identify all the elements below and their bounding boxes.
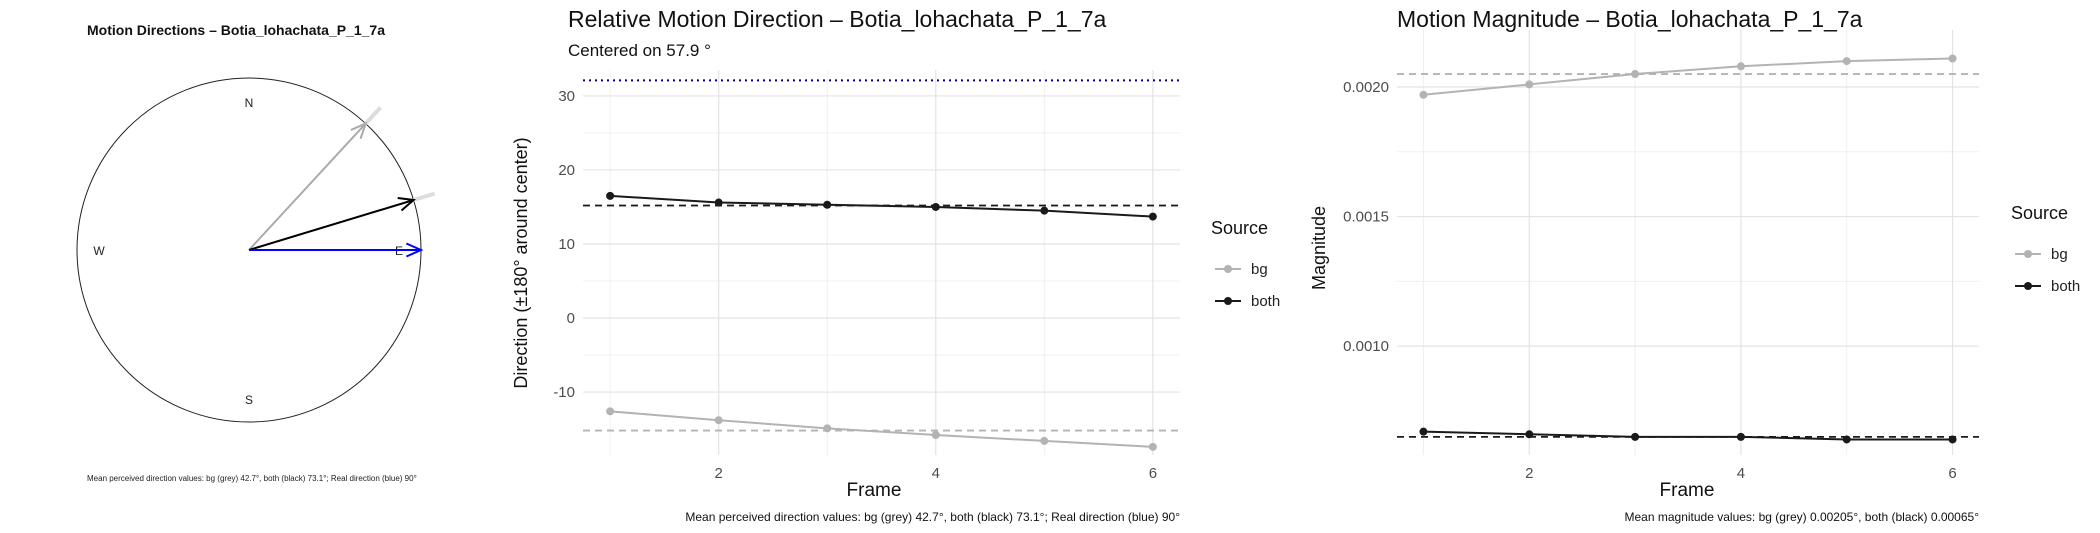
magnitude-panel: Motion Magnitude – Botia_lohachata_P_1_7… — [1309, 6, 2080, 524]
data-point-both — [1525, 430, 1534, 439]
legend-label-bg: bg — [2051, 246, 2068, 263]
data-point-bg — [1631, 70, 1640, 79]
data-point-both — [714, 198, 723, 207]
data-point-bg — [714, 416, 723, 425]
data-point-both — [931, 202, 940, 211]
direction-legend: Source bg both — [1211, 218, 1280, 310]
magnitude-title: Motion Magnitude – Botia_lohachata_P_1_7… — [1397, 6, 1863, 32]
y-tick-label: 0 — [567, 310, 575, 327]
x-tick-label: 6 — [1948, 465, 1956, 482]
data-point-bg — [823, 424, 832, 433]
data-point-bg — [1736, 62, 1745, 71]
direction-ticks: 2 4 6 -10 0 10 20 30 — [553, 88, 1157, 482]
legend-key-point-both — [1224, 297, 1232, 305]
data-point-bg — [1525, 80, 1534, 89]
series-line-both — [1423, 430, 1953, 441]
x-tick-label: 2 — [1525, 465, 1533, 482]
magnitude-marks — [1397, 54, 1979, 444]
direction-panel: Relative Motion Direction – Botia_lohach… — [511, 6, 1280, 524]
direction-caption: Mean perceived direction values: bg (gre… — [685, 510, 1180, 524]
y-tick-label: 0.0010 — [1343, 338, 1389, 355]
data-point-bg — [1948, 54, 1957, 63]
compass-label-west: W — [93, 244, 105, 258]
legend-key-point-bg — [2024, 250, 2032, 258]
legend-title: Source — [2011, 203, 2068, 223]
data-point-both — [1736, 432, 1745, 441]
compass-title: Motion Directions – Botia_lohachata_P_1_… — [87, 22, 385, 38]
y-tick-label: 0.0020 — [1343, 79, 1389, 96]
direction-grid — [583, 70, 1180, 455]
magnitude-grid — [1397, 30, 1979, 455]
data-point-both — [823, 200, 832, 209]
direction-title: Relative Motion Direction – Botia_lohach… — [568, 6, 1106, 32]
legend-key-point-both — [2024, 282, 2032, 290]
data-point-both — [606, 191, 615, 200]
legend-label-both: both — [1251, 293, 1280, 310]
magnitude-caption: Mean magnitude values: bg (grey) 0.00205… — [1625, 510, 1980, 524]
data-point-both — [1419, 427, 1428, 436]
data-point-bg — [1419, 90, 1428, 99]
arrow-both — [248, 199, 414, 251]
y-tick-label: 10 — [558, 236, 575, 253]
series-line-bg — [610, 410, 1153, 448]
magnitude-x-axis-label: Frame — [1660, 480, 1715, 501]
data-point-both — [1842, 435, 1851, 444]
series-line-bg — [1423, 57, 1953, 96]
data-point-bg — [1040, 436, 1049, 445]
direction-marks — [583, 79, 1180, 451]
data-point-bg — [606, 407, 615, 416]
arrow-bg-extension — [364, 106, 383, 125]
data-point-bg — [1842, 57, 1851, 66]
data-point-both — [1148, 212, 1157, 221]
magnitude-ticks: 2 4 6 0.0010 0.0015 0.0020 — [1343, 79, 1957, 482]
series-line-both — [610, 194, 1153, 218]
magnitude-legend: Source bg both — [2011, 203, 2080, 295]
y-tick-label: -10 — [553, 384, 575, 401]
legend-key-point-bg — [1224, 265, 1232, 273]
arrow-bg-head — [350, 121, 368, 140]
compass-arrows — [248, 106, 436, 258]
arrow-both-extension — [412, 191, 436, 202]
compass-caption: Mean perceived direction values: bg (gre… — [87, 474, 417, 483]
direction-x-axis-label: Frame — [847, 480, 902, 501]
arrow-both-head — [397, 197, 416, 212]
legend-title: Source — [1211, 218, 1268, 238]
x-tick-label: 2 — [715, 465, 723, 482]
data-point-bg — [931, 431, 940, 440]
data-point-both — [1948, 435, 1957, 444]
data-point-both — [1631, 432, 1640, 441]
y-tick-label: 20 — [558, 162, 575, 179]
x-tick-label: 6 — [1149, 465, 1157, 482]
compass-panel: Motion Directions – Botia_lohachata_P_1_… — [76, 22, 436, 483]
data-point-bg — [1148, 442, 1157, 451]
data-point-both — [1040, 206, 1049, 215]
x-tick-label: 4 — [932, 465, 940, 482]
direction-y-axis-label: Direction (±180° around center) — [511, 137, 531, 388]
y-tick-label: 30 — [558, 88, 575, 105]
arrow-real-head — [405, 242, 424, 258]
x-tick-label: 4 — [1737, 465, 1745, 482]
arrow-bg — [248, 122, 367, 251]
y-tick-label: 0.0015 — [1343, 209, 1389, 226]
direction-subtitle: Centered on 57.9 ° — [568, 41, 711, 60]
compass-label-north: N — [245, 96, 254, 110]
compass-label-south: S — [245, 393, 253, 407]
legend-label-both: both — [2051, 278, 2080, 295]
magnitude-y-axis-label: Magnitude — [1309, 206, 1329, 290]
legend-label-bg: bg — [1251, 261, 1268, 278]
